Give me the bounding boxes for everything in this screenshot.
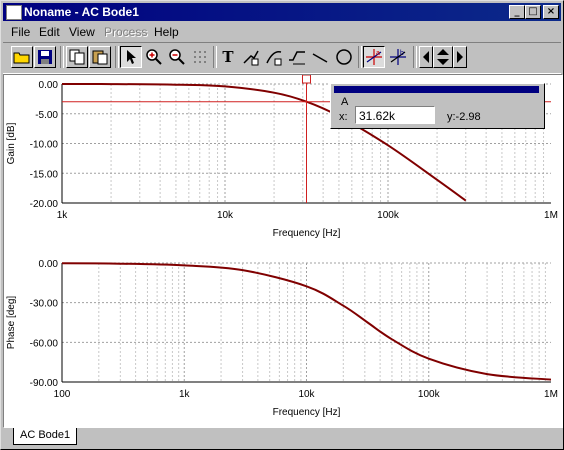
close-button[interactable]: ×	[543, 5, 559, 19]
menu-help[interactable]: Help	[154, 25, 179, 39]
menu-bar: File Edit View Process Help	[3, 22, 561, 41]
menu-view[interactable]: View	[69, 25, 95, 39]
gain-y-tick-label: -15.00	[30, 169, 59, 180]
curve-tool-1-icon[interactable]	[240, 46, 262, 68]
text-icon[interactable]: T	[217, 46, 239, 68]
curve-tool-3-icon[interactable]	[286, 46, 308, 68]
phase-x-tick-label: 1M	[544, 389, 558, 400]
open-folder-icon[interactable]	[11, 46, 33, 68]
circle-icon[interactable]	[333, 46, 355, 68]
curve-tool-2-icon[interactable]	[263, 46, 285, 68]
toolbar-separator	[60, 46, 64, 68]
zoom-in-icon[interactable]	[143, 46, 165, 68]
cursor-readout-titlebar[interactable]	[334, 86, 539, 93]
toolbar-separator	[358, 46, 362, 68]
gain-x-axis-label: Frequency [Hz]	[273, 228, 341, 239]
cursor-a-icon[interactable]: a	[363, 46, 385, 68]
phase-x-tick-label: 1k	[179, 389, 191, 400]
toolbar-separator	[115, 46, 119, 68]
phase-x-axis-label: Frequency [Hz]	[273, 407, 341, 418]
menu-edit[interactable]: Edit	[39, 25, 60, 39]
phase-y-axis-label: Phase [deg]	[6, 296, 17, 350]
phase-y-tick-label: -90.00	[30, 378, 59, 389]
pointer-icon[interactable]	[120, 46, 142, 68]
arrow-left-icon[interactable]	[419, 46, 433, 68]
gain-x-tick-label: 1k	[57, 210, 69, 221]
gain-x-tick-label: 10k	[217, 210, 234, 221]
gain-y-tick-label: -10.00	[30, 140, 59, 151]
tab-ac-bode1[interactable]: AC Bode1	[13, 428, 78, 445]
toolbar-separator	[413, 46, 417, 68]
svg-text:a: a	[376, 50, 380, 57]
toolbar: T a b	[3, 42, 561, 74]
phase-x-tick-label: 100	[54, 389, 71, 400]
sheet-tab-bar: AC Bode1	[3, 428, 561, 446]
minimize-button[interactable]: _	[509, 5, 525, 19]
zoom-out-icon[interactable]	[166, 46, 188, 68]
phase-y-tick-label: -30.00	[30, 299, 59, 310]
cursor-y-readout: y:-2.98	[447, 111, 481, 123]
phase-x-tick-label: 10k	[298, 389, 315, 400]
cursor-a-handle[interactable]	[301, 74, 311, 84]
phase-y-tick-label: 0.00	[39, 259, 59, 270]
arrow-updown-icon[interactable]	[433, 46, 453, 68]
save-icon[interactable]	[34, 46, 56, 68]
plot-area[interactable]: 0.00 -5.00 -10.00 -15.00 -20.00 1k 10k 100k 1M Fr…	[3, 74, 563, 428]
grid-icon[interactable]	[189, 46, 211, 68]
gain-x-tick-label: 1M	[544, 210, 558, 221]
window-title: Noname - AC Bode1	[24, 5, 139, 19]
app-icon[interactable]	[6, 5, 22, 20]
gain-y-tick-label: -5.00	[35, 110, 58, 121]
cursor-name: A	[341, 96, 349, 108]
phase-x-tick-label: 100k	[418, 389, 441, 400]
menu-process: Process	[104, 25, 148, 39]
title-bar[interactable]: Noname - AC Bode1 _ □ ×	[3, 3, 561, 21]
cursor-x-label: x:	[339, 111, 348, 123]
menu-file[interactable]: File	[11, 25, 31, 39]
gain-y-axis-label: Gain [dB]	[6, 122, 17, 164]
copy-icon[interactable]	[66, 46, 88, 68]
arrow-right-icon[interactable]	[453, 46, 467, 68]
cursor-x-field[interactable]: 31.62k	[355, 106, 435, 124]
cursor-readout[interactable]: A x: 31.62k y:-2.98	[330, 83, 545, 129]
phase-y-tick-label: -60.00	[30, 338, 59, 349]
gain-y-tick-label: -20.00	[30, 199, 59, 210]
line-icon[interactable]	[309, 46, 331, 68]
gain-series-line	[62, 83, 467, 202]
cursor-b-icon[interactable]: b	[387, 46, 409, 68]
gain-x-tick-label: 100k	[377, 210, 400, 221]
phase-series-line	[62, 262, 551, 381]
toolbar-separator	[213, 46, 217, 68]
paste-icon[interactable]	[89, 46, 111, 68]
maximize-button[interactable]: □	[525, 5, 541, 19]
gain-y-tick-label: 0.00	[39, 80, 59, 91]
svg-text:b: b	[400, 50, 404, 57]
